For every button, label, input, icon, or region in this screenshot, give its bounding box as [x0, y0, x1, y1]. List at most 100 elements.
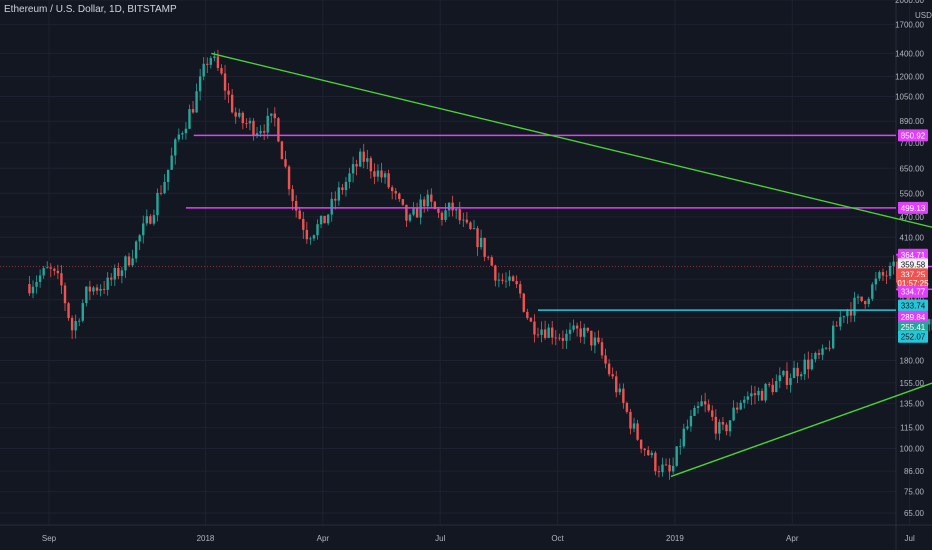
candle-body [878, 272, 881, 279]
candle-body [771, 384, 774, 393]
candle-body [188, 109, 191, 129]
candle-body [561, 338, 565, 341]
candle-body [703, 401, 707, 405]
candle-body [49, 267, 52, 269]
candle-body [191, 109, 195, 113]
candle-body [483, 237, 486, 257]
candle-body [294, 201, 298, 211]
candle-body [583, 327, 586, 337]
y-tick-label: 65.00 [904, 509, 925, 518]
candle-body [600, 342, 604, 356]
price-label-tag [898, 201, 928, 214]
candle-body [863, 301, 867, 305]
candle-body [366, 158, 369, 162]
y-tick-label: 75.00 [904, 488, 925, 497]
candle-body [53, 268, 56, 271]
x-tick-label: Apr [317, 534, 330, 543]
candle-body [615, 376, 618, 393]
candle-body [671, 465, 675, 472]
candle-body [543, 329, 547, 338]
candle-body [871, 284, 874, 299]
candle-body [312, 235, 316, 239]
y-tick-label: 770.00 [900, 139, 925, 148]
candle-body [38, 275, 42, 282]
candle-body [142, 223, 145, 236]
price-label: 499.13 [901, 204, 926, 213]
candle-body [597, 337, 600, 343]
candle-body [636, 423, 639, 440]
candle-body [462, 219, 465, 221]
candle-body [223, 73, 227, 91]
candle-body [750, 393, 753, 397]
y-tick-label: 1400.00 [895, 49, 924, 58]
candle-body [629, 411, 632, 429]
candle-body [387, 173, 390, 188]
candle-body [60, 273, 63, 286]
candle-body [604, 355, 607, 364]
candle-body [405, 204, 408, 221]
candle-body [56, 270, 60, 274]
candle-body [821, 348, 824, 355]
candle-body [408, 214, 412, 221]
candle-body [262, 131, 266, 133]
candle-body [682, 428, 686, 447]
candle-body [440, 212, 444, 220]
candle-body [860, 296, 863, 302]
candle-body [433, 201, 437, 209]
x-tick-label: Jul [905, 534, 915, 543]
trend-line [670, 382, 932, 478]
candle-body [778, 375, 782, 382]
candle-body [319, 215, 323, 225]
candle-body [639, 439, 643, 449]
candle-body [330, 198, 333, 215]
candle-body [241, 112, 245, 124]
candle-body [465, 219, 469, 223]
candle-body [700, 401, 703, 407]
price-label-tag [898, 248, 928, 261]
y-tick-label: 86.00 [904, 467, 925, 476]
candle-body [184, 128, 188, 134]
price-label: 333.74 [901, 301, 926, 310]
candle-body [490, 257, 493, 266]
candle-body [686, 426, 689, 429]
x-tick-label: Oct [551, 534, 564, 543]
candle-body [383, 173, 387, 178]
candle-body [159, 192, 163, 194]
candle-body [309, 238, 312, 240]
candle-body [522, 293, 525, 312]
candle-body [437, 208, 440, 213]
candle-body [81, 303, 84, 321]
candle-body [743, 399, 746, 403]
candle-body [547, 327, 550, 338]
candle-body [358, 151, 362, 167]
candle-body [753, 393, 757, 396]
candle-body [625, 402, 629, 412]
candle-body [508, 276, 511, 281]
y-tick-label: 1050.00 [895, 92, 924, 101]
candle-body [895, 261, 899, 283]
candle-body [767, 383, 771, 385]
candle-body [220, 68, 223, 74]
price-label: 01:57:25 [897, 279, 929, 288]
candle-body [88, 286, 92, 292]
price-label: 289.84 [901, 313, 926, 322]
candle-body [810, 359, 814, 370]
candle-body [928, 319, 931, 325]
candle-body [85, 286, 88, 304]
candle-body [35, 281, 38, 287]
candle-body [799, 374, 803, 377]
candle-body [824, 347, 828, 349]
candle-body [487, 256, 490, 258]
candle-body [711, 410, 714, 417]
price-label: 255.41 [901, 323, 926, 332]
candle-body [721, 422, 725, 425]
candle-body [817, 353, 821, 355]
candle-body [291, 189, 294, 202]
candle-body [814, 353, 817, 360]
candle-body [533, 321, 536, 335]
candle-body [106, 277, 109, 290]
candle-body [803, 359, 806, 375]
candle-body [78, 320, 81, 322]
x-tick-label: 2018 [197, 534, 215, 543]
